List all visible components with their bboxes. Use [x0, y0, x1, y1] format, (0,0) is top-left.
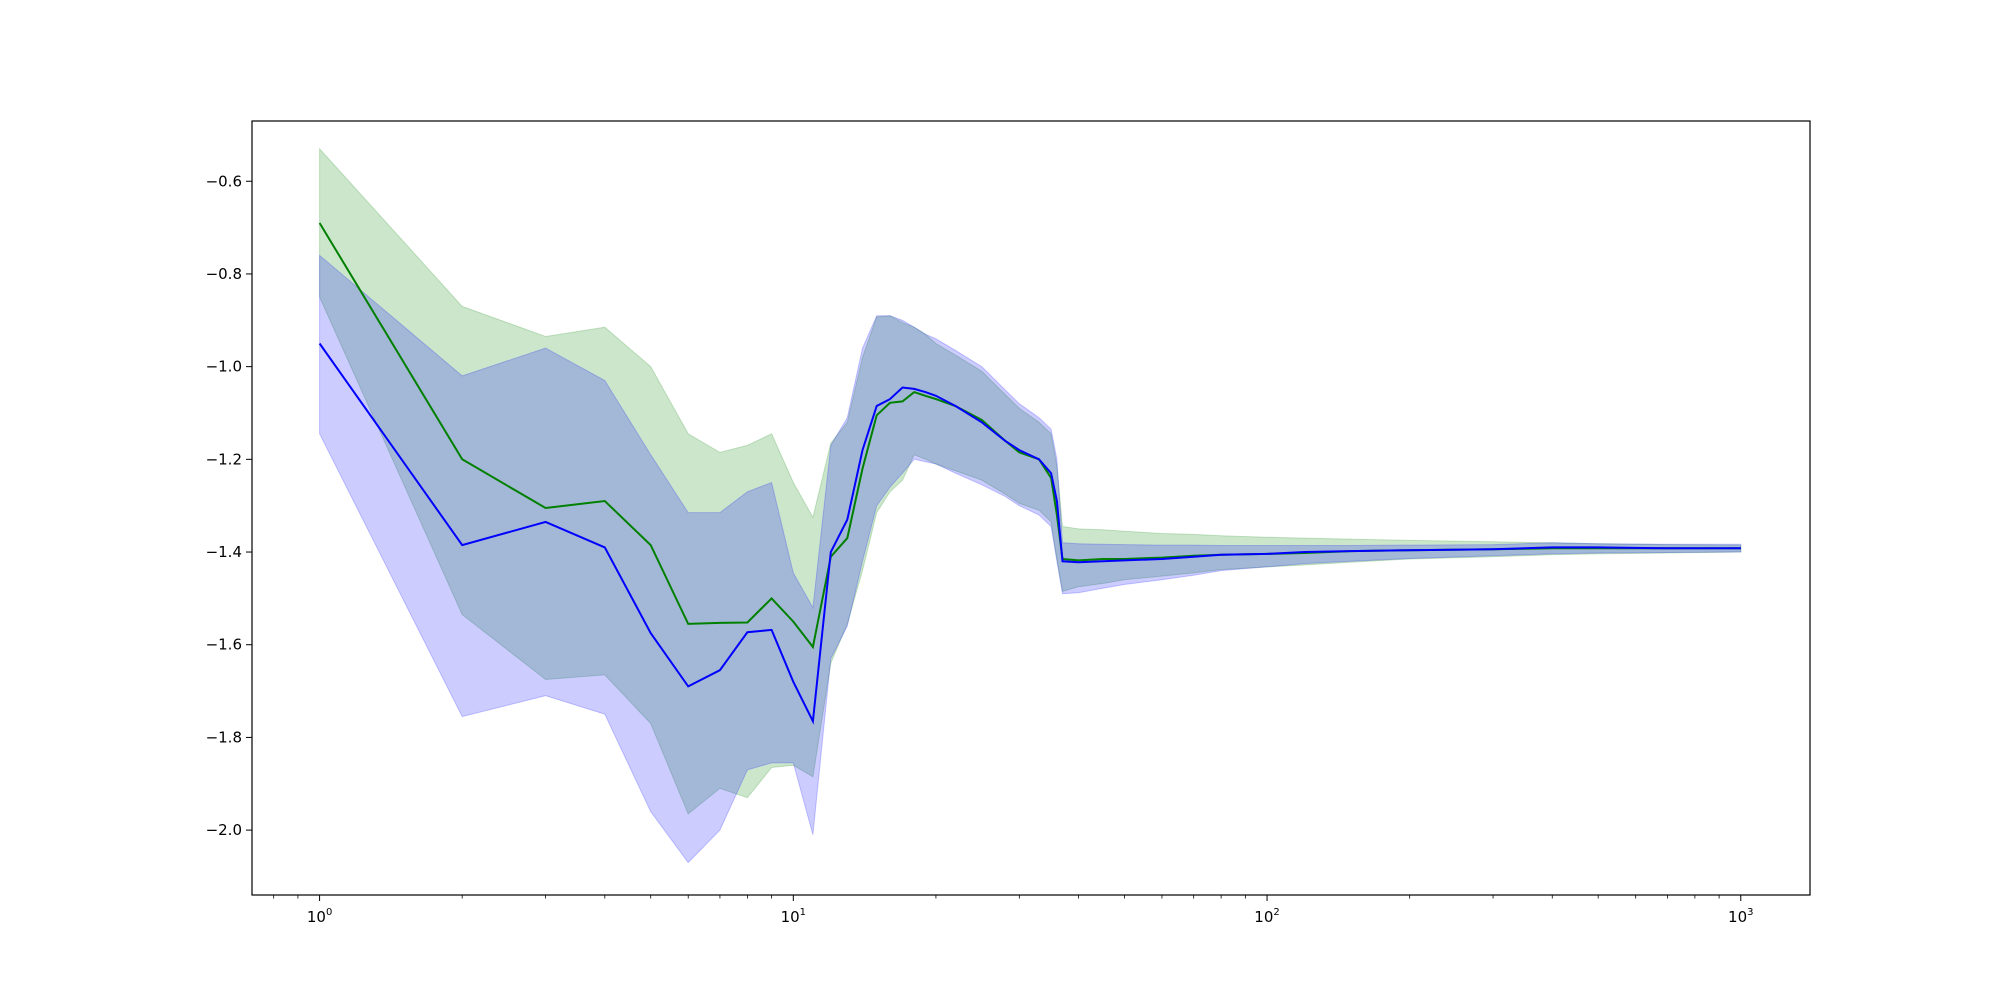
y-tick-label: −1.0	[206, 358, 242, 376]
series-2-band	[319, 254, 1742, 864]
y-tick-label: −2.0	[206, 821, 242, 839]
y-tick-label: −1.2	[206, 450, 242, 468]
series-1-band	[319, 147, 1742, 815]
x-tick-label: 101	[781, 907, 806, 926]
x-tick-label: 102	[1254, 907, 1279, 926]
series-2-line	[318, 342, 1741, 725]
y-tick-label: −1.4	[206, 543, 242, 561]
y-axis-ticks: −0.6 −0.8 −1.0 −1.2 −1.4 −1.6 −1.8 −2.0	[206, 172, 252, 839]
confidence-bands	[319, 147, 1742, 864]
y-tick-label: −1.6	[206, 636, 242, 654]
y-tick-label: −1.8	[206, 728, 242, 746]
y-tick-label: −0.6	[206, 172, 242, 190]
x-tick-label: 100	[307, 907, 332, 926]
x-tick-label: 103	[1728, 907, 1753, 926]
y-tick-label: −0.8	[206, 265, 242, 283]
series-lines	[318, 222, 1741, 725]
plot-frame	[251, 120, 1811, 896]
x-axis-ticks: 100 101 102 103	[273, 895, 1754, 926]
